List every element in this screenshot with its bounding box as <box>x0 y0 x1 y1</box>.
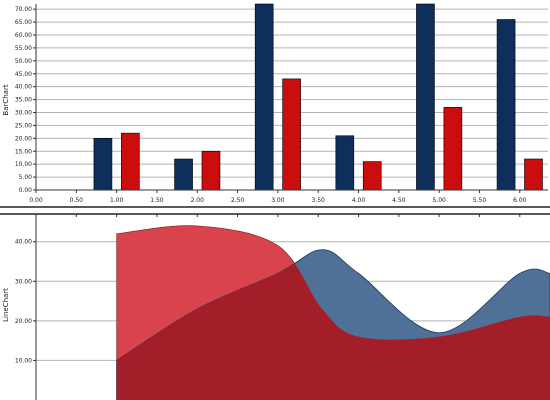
bar-x-tick-label: 3.50 <box>312 197 326 204</box>
bar-y-tick-label: 65.00 <box>15 19 32 26</box>
bar-x-tick-label: 4.50 <box>392 197 406 204</box>
bar-y-tick-label: 55.00 <box>15 45 32 52</box>
bar-y-tick-label: 60.00 <box>15 32 32 39</box>
bar-series-1-bar <box>416 3 435 191</box>
bar-series-2-bar <box>121 132 140 191</box>
bar-series-1-bar <box>174 158 193 191</box>
bar-series-2-bar <box>524 158 543 191</box>
line-y-tick-label: 30.00 <box>15 278 32 285</box>
bar-series-1-bar <box>335 135 355 191</box>
line-y-tick-label: 20.00 <box>15 318 32 325</box>
bar-y-tick-label: 15.00 <box>15 148 32 155</box>
bar-x-tick-label: 1.50 <box>150 197 164 204</box>
bar-x-tick-label: 6.00 <box>513 197 527 204</box>
bar-series-2-bar <box>443 107 463 191</box>
bar-y-tick-label: 30.00 <box>15 110 32 117</box>
bar-series-1-bar <box>254 3 274 191</box>
bar-x-tick-label: 0.50 <box>70 197 84 204</box>
bar-x-tick-label: 3.00 <box>271 197 285 204</box>
bar-y-tick-label: 70.00 <box>15 6 32 13</box>
bar-x-tick-label: 0.00 <box>29 197 43 204</box>
bar-x-tick-label: 4.00 <box>352 197 366 204</box>
bar-series-2-bar <box>201 150 221 191</box>
bar-x-tick-label: 1.00 <box>110 197 124 204</box>
line-chart: 10.00 20.00 30.00 40.00 LineChart <box>0 206 550 400</box>
bar-y-tick-label: 0.00 <box>19 187 33 194</box>
line-series-overlap-area <box>116 249 550 400</box>
line-y-tick-label: 10.00 <box>15 357 32 364</box>
bar-y-tick-label: 35.00 <box>15 97 32 104</box>
bar-series-2-bar <box>362 161 382 191</box>
bar-y-tick-label: 40.00 <box>15 84 32 91</box>
bar-x-tick-label: 5.00 <box>432 197 446 204</box>
line-y-tick-label: 40.00 <box>15 239 32 246</box>
bar-x-tick-label: 5.50 <box>473 197 487 204</box>
bar-y-tick-label: 10.00 <box>15 161 32 168</box>
bar-x-tick-label: 2.00 <box>191 197 205 204</box>
bar-series-2-bar <box>282 78 301 191</box>
bar-y-tick-label: 25.00 <box>15 122 32 129</box>
bar-y-tick-label: 20.00 <box>15 135 32 142</box>
bar-chart: 0.00 5.00 10.00 15.00 20.00 25.00 30.00 35.00 40… <box>2 3 548 204</box>
line-chart-y-axis-title: LineChart <box>2 288 10 322</box>
bar-y-tick-label: 50.00 <box>15 58 32 65</box>
bar-chart-y-axis-title: BarChart <box>2 84 10 115</box>
bar-series-1-bar <box>496 19 516 191</box>
bar-x-tick-label: 2.50 <box>231 197 245 204</box>
bar-y-tick-label: 45.00 <box>15 71 32 78</box>
bar-series-1-bar <box>93 138 113 191</box>
bar-y-tick-label: 5.00 <box>19 174 33 181</box>
